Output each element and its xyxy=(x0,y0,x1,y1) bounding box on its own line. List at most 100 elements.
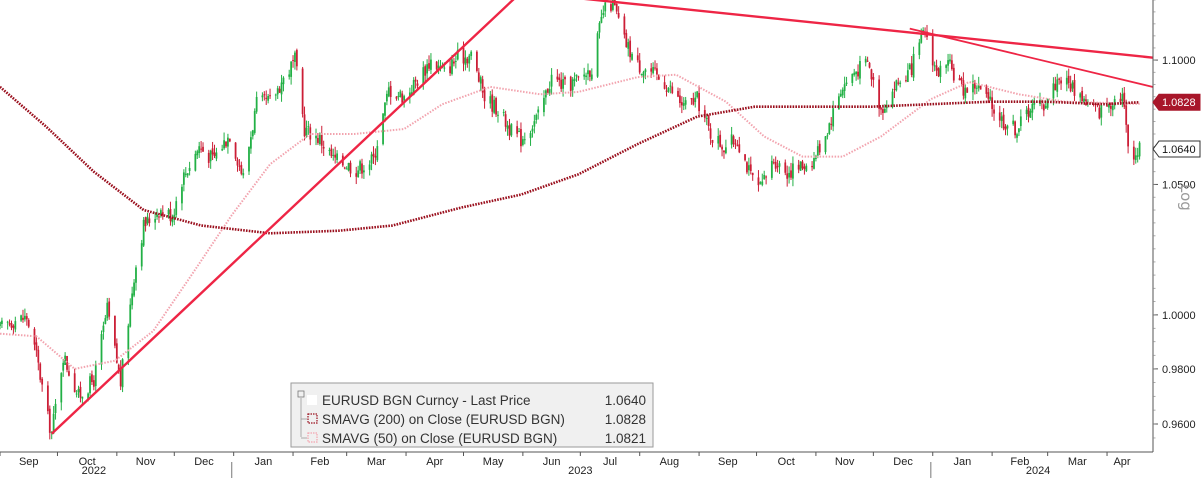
candle-body xyxy=(156,214,158,217)
candle-body xyxy=(144,217,147,227)
candle xyxy=(1012,114,1015,126)
candle xyxy=(54,399,57,420)
candle xyxy=(14,316,17,333)
candle xyxy=(872,73,875,88)
candle-body xyxy=(918,42,921,55)
legend-marker-sma50 xyxy=(307,432,318,443)
candle-body xyxy=(497,114,499,116)
candle-body xyxy=(39,363,42,380)
candle-body xyxy=(173,214,176,220)
candle-body xyxy=(221,149,224,151)
candle-body xyxy=(87,393,90,400)
candle-body xyxy=(1067,75,1070,84)
candle xyxy=(805,163,808,173)
candle xyxy=(998,105,1001,128)
candle-body xyxy=(1138,142,1141,157)
candle xyxy=(1071,80,1074,92)
candle-body xyxy=(1052,83,1055,99)
candle-body xyxy=(236,159,239,166)
candle-body xyxy=(801,161,804,169)
candle xyxy=(585,72,587,85)
candle xyxy=(895,79,898,92)
candle-body xyxy=(318,135,321,145)
candle-body xyxy=(1004,126,1007,130)
candle-body xyxy=(765,176,768,178)
candle-body xyxy=(857,71,859,77)
candle xyxy=(276,85,279,99)
candle-body xyxy=(1033,101,1036,105)
candle-body xyxy=(1044,105,1047,109)
candle xyxy=(602,5,605,19)
price-tag-box xyxy=(1152,93,1201,111)
candle-body xyxy=(182,172,185,185)
candle xyxy=(638,52,641,75)
candle xyxy=(826,132,829,140)
candle-body xyxy=(908,64,911,70)
candle-body xyxy=(397,95,400,97)
candle-body xyxy=(973,83,976,89)
candle xyxy=(167,208,170,219)
candle-body xyxy=(786,173,789,179)
legend-collapse-icon xyxy=(297,390,305,398)
candle xyxy=(1098,104,1101,120)
candle xyxy=(1054,76,1057,91)
candle xyxy=(816,140,819,159)
candle xyxy=(617,6,620,19)
candle xyxy=(504,110,507,132)
candle-body xyxy=(1081,90,1084,103)
candle-body xyxy=(868,62,871,68)
candle xyxy=(131,286,134,310)
candle-body xyxy=(372,153,375,157)
candle-body xyxy=(282,77,285,85)
candle xyxy=(395,96,398,101)
candle-body xyxy=(803,166,806,170)
candle-body xyxy=(215,152,218,159)
candle-body xyxy=(770,160,773,178)
candle-body xyxy=(636,55,639,61)
candle xyxy=(343,166,346,170)
candle-body xyxy=(117,364,120,370)
candle xyxy=(215,147,218,162)
y-tick-label: 1.1000 xyxy=(1162,55,1196,67)
candle xyxy=(156,208,158,220)
x-tick-label: Dec xyxy=(893,456,913,468)
candle xyxy=(839,89,842,98)
candle-body xyxy=(966,88,969,93)
candle xyxy=(489,90,492,109)
candle-body xyxy=(466,58,469,64)
candle xyxy=(803,163,806,175)
candle xyxy=(709,123,712,145)
candle-body xyxy=(1,320,3,324)
candle xyxy=(991,90,994,117)
candle xyxy=(75,390,78,398)
candle xyxy=(723,150,725,159)
candle xyxy=(414,76,417,89)
candle-body xyxy=(843,84,846,91)
candle-body xyxy=(481,79,484,93)
candle-body xyxy=(882,109,884,113)
candle-body xyxy=(845,82,848,84)
candle xyxy=(317,132,319,145)
candle xyxy=(1,317,3,328)
candle-body xyxy=(610,4,612,11)
candle-body xyxy=(387,87,390,97)
candle-body xyxy=(680,102,683,106)
candle-body xyxy=(598,22,601,33)
candle-body xyxy=(119,367,122,387)
candle-body xyxy=(855,71,858,75)
candle-body xyxy=(583,74,586,77)
candle xyxy=(479,75,482,91)
candle xyxy=(738,136,741,154)
candle xyxy=(801,159,804,171)
candle-body xyxy=(66,356,68,370)
candle xyxy=(694,91,697,108)
candle-body xyxy=(590,74,593,80)
candle-body xyxy=(223,140,225,149)
candle xyxy=(615,3,618,15)
candle xyxy=(878,75,881,117)
candle-body xyxy=(12,325,15,328)
candle xyxy=(905,75,907,83)
candle-body xyxy=(202,146,204,152)
candle-body xyxy=(696,91,699,98)
candle-body xyxy=(506,125,509,129)
